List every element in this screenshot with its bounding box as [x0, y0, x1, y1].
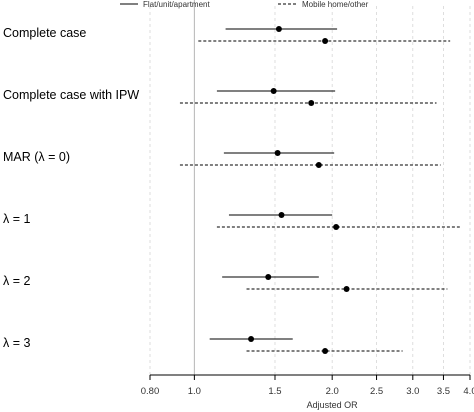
row-label-4: λ = 2	[3, 274, 30, 288]
point-4-0	[265, 274, 272, 280]
legend-label-0: Flat/unit/apartment	[143, 0, 210, 9]
x-tick-label-3: 2.0	[326, 386, 339, 397]
point-5-1	[322, 348, 329, 354]
point-0-0	[275, 26, 282, 32]
row-2: MAR (λ = 0)	[3, 150, 441, 168]
x-tick-label-0: 0.80	[141, 386, 160, 397]
row-label-5: λ = 3	[3, 336, 30, 350]
row-label-0: Complete case	[3, 26, 86, 40]
legend-label-1: Mobile home/other	[302, 0, 369, 9]
x-axis: 0.80 1.0 1.5 2.0 2.5 3.0 3.5 4.0 Adjusted OR	[141, 374, 474, 410]
row-label-1: Complete case with IPW	[3, 88, 139, 102]
point-3-0	[278, 212, 285, 218]
row-3: λ = 1	[3, 212, 460, 230]
point-2-0	[274, 150, 281, 156]
row-label-2: MAR (λ = 0)	[3, 150, 70, 164]
row-5: λ = 3	[3, 336, 403, 354]
row-0: Complete case	[3, 26, 451, 44]
row-1: Complete case with IPW	[3, 88, 437, 106]
x-tick-label-4: 2.5	[370, 386, 383, 397]
point-1-1	[308, 100, 315, 106]
x-tick-label-6: 3.5	[437, 386, 450, 397]
x-tick-label-7: 4.0	[463, 386, 474, 397]
x-tick-label-1: 1.0	[188, 386, 201, 397]
plot-rows: Complete case Complete case with IPW MAR (…	[3, 26, 460, 354]
x-axis-title: Adjusted OR	[307, 400, 359, 410]
row-4: λ = 2	[3, 274, 448, 292]
point-1-0	[270, 88, 277, 94]
point-3-1	[333, 224, 340, 230]
point-2-1	[315, 162, 322, 168]
grid-lines	[149, 0, 471, 375]
x-tick-label-5: 3.0	[406, 386, 419, 397]
point-0-1	[322, 38, 329, 44]
row-label-3: λ = 1	[3, 212, 30, 226]
point-4-1	[343, 286, 350, 292]
point-5-0	[248, 336, 255, 342]
x-tick-label-2: 1.5	[268, 386, 281, 397]
legend: Flat/unit/apartment Mobile home/other	[120, 0, 369, 9]
